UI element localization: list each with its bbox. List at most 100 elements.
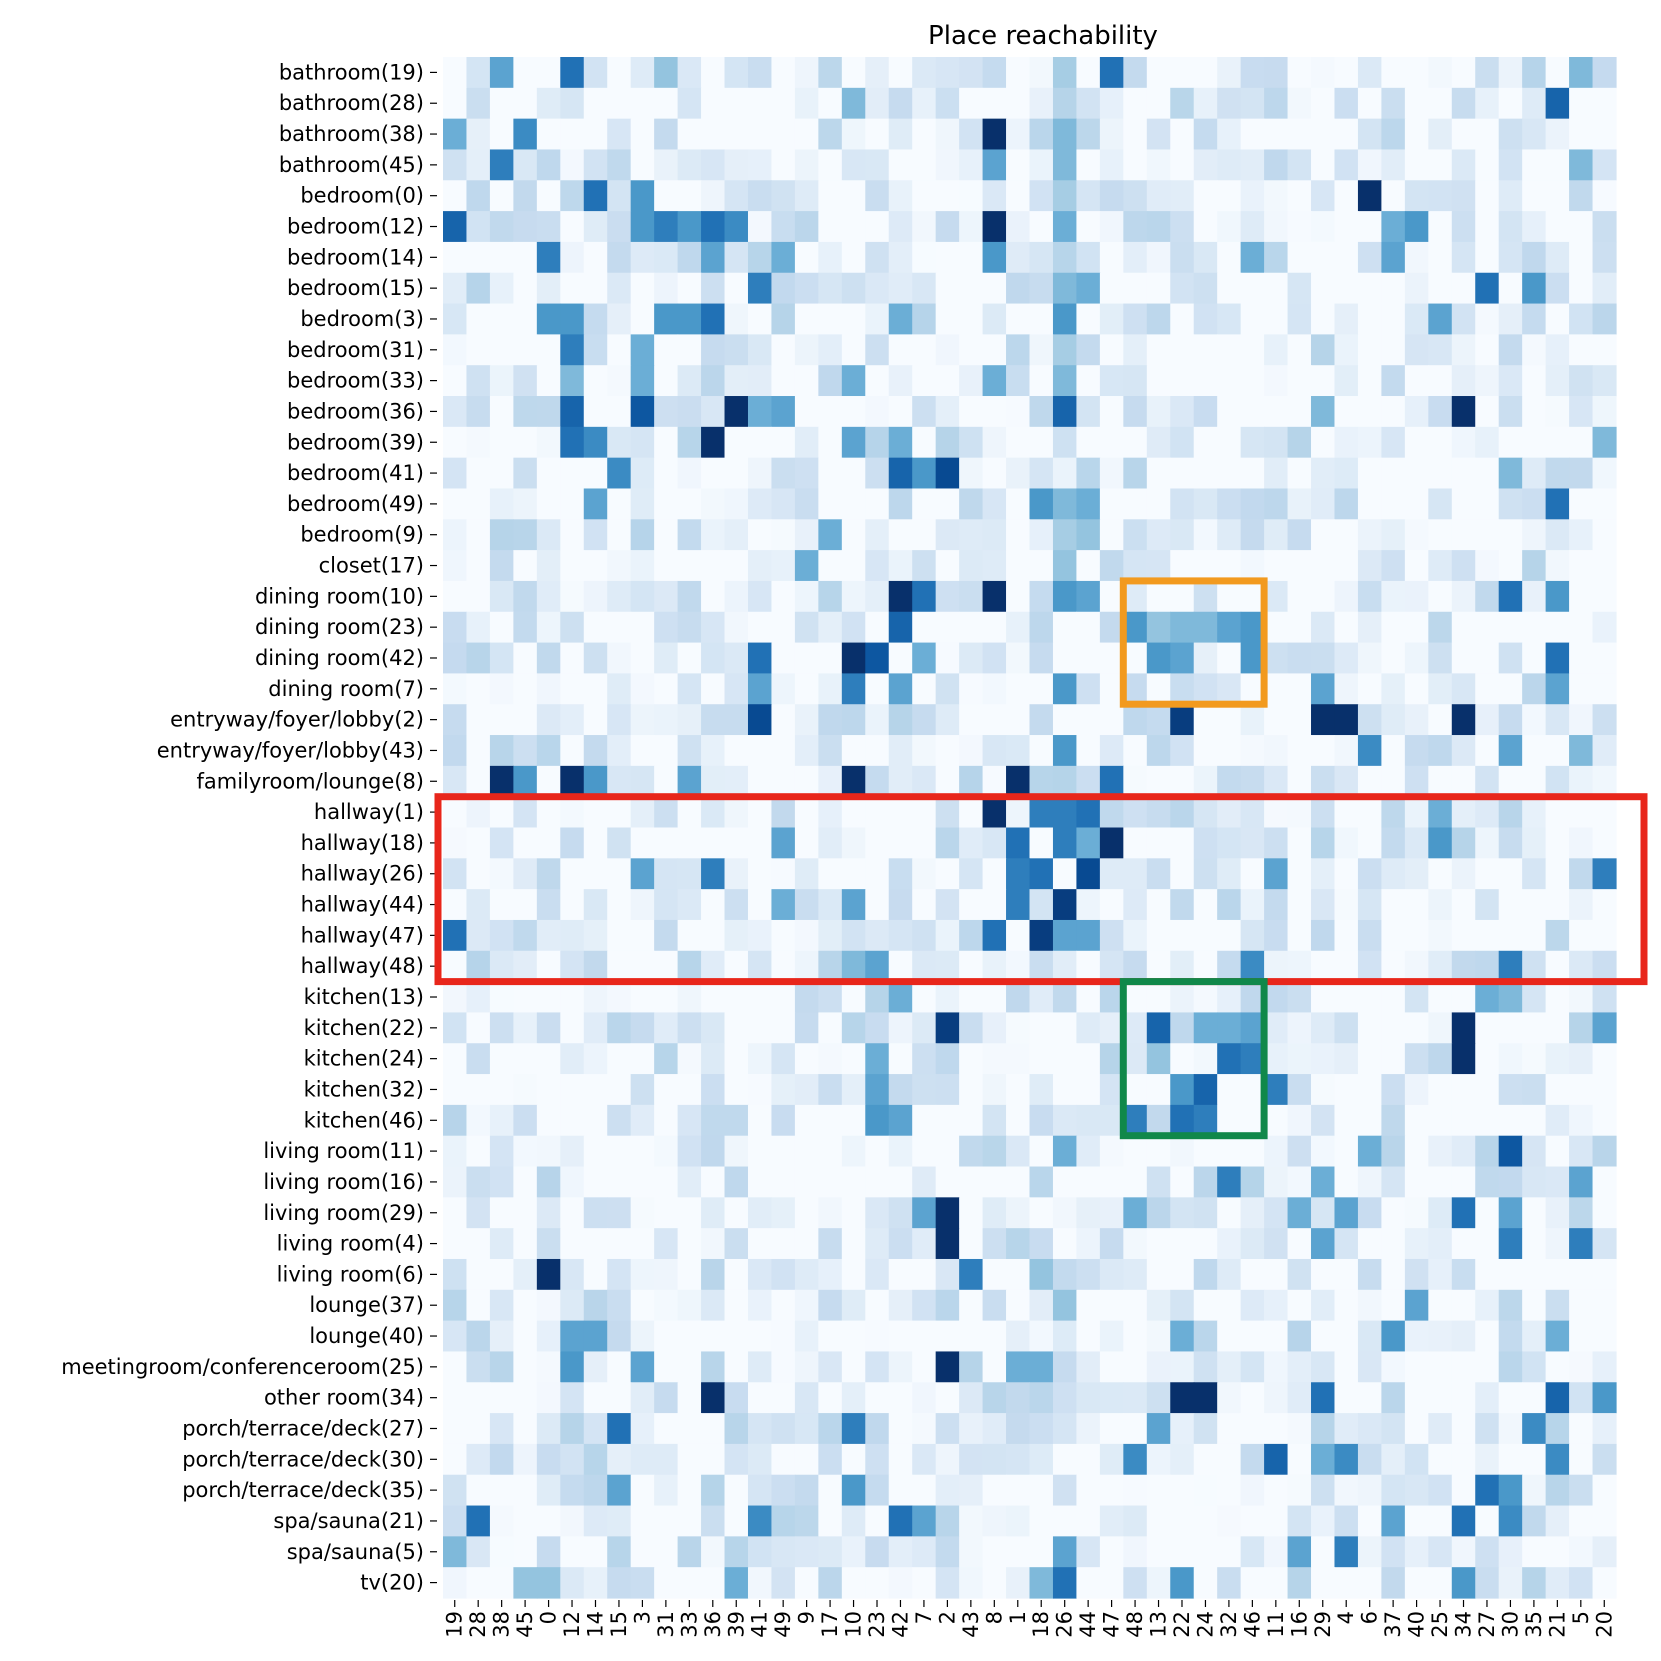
- heatmap-cell: [1170, 1074, 1195, 1106]
- heatmap-cell: [1099, 1166, 1124, 1198]
- heatmap-cell: [1357, 1166, 1382, 1198]
- heatmap-cell: [1451, 735, 1476, 767]
- heatmap-cell: [583, 611, 608, 644]
- heatmap-cell: [959, 1413, 984, 1445]
- heatmap-cell: [1592, 519, 1617, 551]
- heatmap-cell: [1193, 1289, 1218, 1322]
- heatmap-cell: [701, 1228, 726, 1260]
- heatmap-cell: [1076, 1443, 1101, 1476]
- heatmap-cell: [865, 488, 890, 520]
- heatmap-cell: [771, 211, 796, 243]
- heatmap-cell: [560, 1351, 585, 1383]
- heatmap-cell: [1123, 211, 1148, 243]
- heatmap-cell: [1592, 1289, 1617, 1322]
- heatmap-cell: [1146, 704, 1171, 736]
- col-tick-label: 9: [795, 1611, 819, 1624]
- heatmap-cell: [1052, 765, 1078, 798]
- heatmap-cell: [1311, 365, 1336, 397]
- col-tick-label: 5: [1569, 1611, 1593, 1624]
- heatmap-cell: [443, 889, 468, 921]
- heatmap-cell: [1475, 919, 1500, 952]
- heatmap-cell: [677, 426, 702, 459]
- heatmap-cell: [489, 1474, 514, 1507]
- row-tick-label: bedroom(14): [287, 245, 424, 269]
- heatmap-cell: [1451, 1505, 1476, 1537]
- heatmap-cell: [701, 1289, 726, 1322]
- heatmap-cell: [1287, 149, 1312, 181]
- heatmap-cell: [959, 1166, 984, 1198]
- heatmap-cell: [1381, 272, 1406, 305]
- heatmap-cell: [1146, 118, 1171, 151]
- heatmap-cell: [560, 1197, 585, 1229]
- heatmap-cell: [654, 950, 679, 983]
- heatmap-cell: [1029, 611, 1054, 644]
- heatmap-cell: [1217, 1536, 1242, 1568]
- row-tick-label: hallway(44): [301, 893, 424, 917]
- heatmap-cell: [818, 1474, 843, 1507]
- heatmap-cell: [1428, 211, 1453, 243]
- heatmap-cell: [701, 457, 726, 490]
- heatmap-cell: [513, 1135, 538, 1168]
- heatmap-cell: [1475, 87, 1500, 120]
- heatmap-cell: [1146, 1567, 1171, 1599]
- heatmap-cell: [1311, 1197, 1336, 1229]
- heatmap-cell: [1240, 426, 1265, 459]
- heatmap-cell: [1334, 1104, 1359, 1137]
- heatmap-cell: [888, 211, 913, 243]
- heatmap-cell: [724, 642, 749, 674]
- heatmap-cell: [1193, 396, 1218, 428]
- heatmap-cell: [1334, 858, 1359, 890]
- heatmap-cell: [630, 211, 655, 243]
- row-tick-labels: bathroom(19)bathroom(28)bathroom(38)bath…: [61, 60, 437, 1595]
- heatmap-cell: [1522, 1536, 1547, 1568]
- heatmap-cell: [1052, 180, 1078, 212]
- heatmap-cell: [536, 334, 561, 366]
- heatmap-cell: [701, 488, 726, 520]
- heatmap-cell: [1451, 704, 1476, 736]
- heatmap-cell: [1029, 1258, 1054, 1291]
- heatmap-cell: [1592, 796, 1617, 829]
- heatmap-cell: [1146, 642, 1171, 674]
- heatmap-cell: [1146, 580, 1171, 613]
- heatmap-cell: [443, 1258, 468, 1291]
- heatmap-cell: [607, 457, 632, 490]
- heatmap-cell: [654, 457, 679, 490]
- heatmap-cell: [1545, 426, 1570, 459]
- heatmap-cell: [1146, 488, 1171, 520]
- heatmap-cell: [1451, 303, 1476, 335]
- heatmap-cell: [818, 1012, 843, 1044]
- col-tick-label: 0: [537, 1611, 561, 1624]
- heatmap-cell: [1569, 1135, 1594, 1168]
- heatmap-cell: [1404, 1413, 1429, 1445]
- heatmap-cell: [841, 365, 866, 397]
- heatmap-cell: [1522, 1474, 1547, 1507]
- heatmap-cell: [1170, 1197, 1195, 1229]
- heatmap-cell: [1545, 457, 1570, 490]
- heatmap-cell: [724, 457, 749, 490]
- heatmap-cell: [1357, 272, 1382, 305]
- heatmap-cell: [959, 1135, 984, 1168]
- heatmap-cell: [1006, 1074, 1031, 1106]
- heatmap-cell: [1357, 457, 1382, 490]
- heatmap-cell: [583, 1505, 608, 1537]
- col-tick-label: 11: [1264, 1611, 1288, 1638]
- heatmap-cell: [1404, 457, 1429, 490]
- heatmap-cell: [443, 704, 468, 736]
- heatmap-cell: [466, 950, 491, 983]
- heatmap-cell: [1451, 241, 1476, 274]
- heatmap-cell: [1029, 241, 1054, 274]
- heatmap-cell: [1404, 180, 1429, 212]
- heatmap-cell: [794, 272, 819, 305]
- heatmap-cell: [841, 1135, 866, 1168]
- heatmap-cell: [1404, 889, 1429, 921]
- heatmap-cell: [630, 365, 655, 397]
- heatmap-cell: [536, 1012, 561, 1044]
- heatmap-cell: [513, 950, 538, 983]
- heatmap-cell: [1522, 796, 1547, 829]
- heatmap-cell: [818, 1197, 843, 1229]
- heatmap-cell: [818, 57, 843, 89]
- heatmap-cell: [1193, 1505, 1218, 1537]
- heatmap-cell: [912, 1197, 937, 1229]
- heatmap-cell: [1334, 1443, 1359, 1476]
- heatmap-cell: [1264, 919, 1289, 952]
